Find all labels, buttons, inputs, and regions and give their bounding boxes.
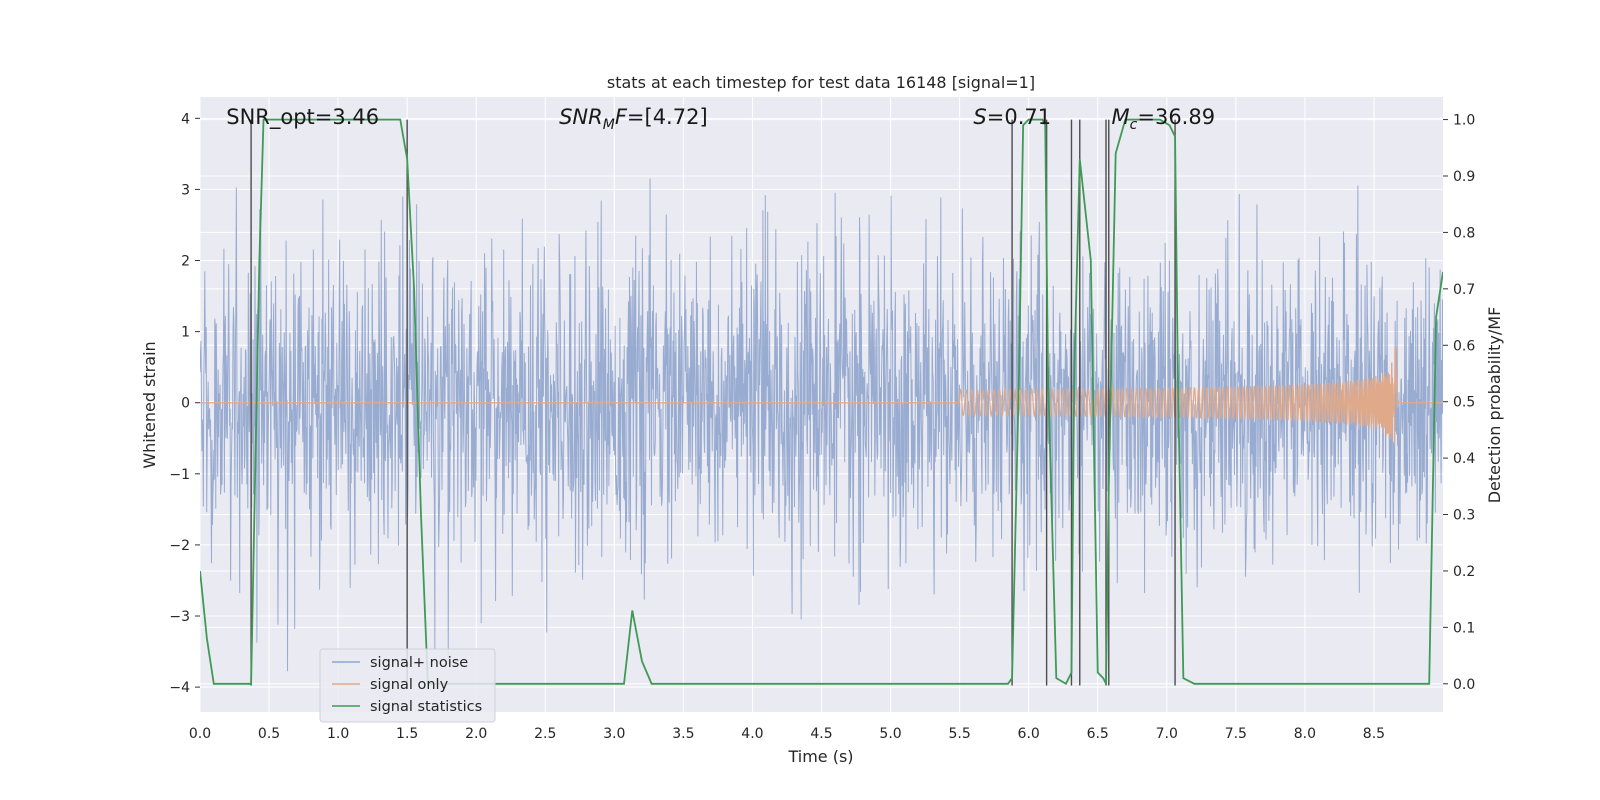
y-left-tick-label: −3 [169,609,190,625]
x-tick-label: 1.5 [396,726,418,742]
y-right-tick-label: 0.7 [1453,282,1475,298]
x-tick-label: 3.0 [603,726,625,742]
y-left-tick-label: −2 [169,538,190,554]
x-tick-label: 7.5 [1225,726,1247,742]
x-tick-label: 8.0 [1294,726,1316,742]
annotation-text: SNRMF=[4.72] [559,105,708,133]
x-tick-label: 1.0 [327,726,349,742]
y-axis-left-ticks: −4 −3 −2 −1 0 1 2 3 4 [169,111,200,696]
y-right-tick-label: 0.4 [1453,451,1475,467]
signal-statistics-line [200,118,1443,686]
x-axis-label: Time (s) [787,747,853,766]
x-tick-label: 5.0 [879,726,901,742]
legend-label-signal-statistics: signal statistics [370,699,482,715]
x-tick-label: 2.5 [534,726,556,742]
legend: signal+ noise signal only signal statist… [319,648,496,723]
y-right-tick-label: 0.8 [1453,225,1475,241]
x-tick-label: 6.0 [1018,726,1040,742]
series-signal-statistics [200,118,1443,686]
y-left-tick-label: −1 [169,467,190,483]
y-right-tick-label: 0.9 [1453,169,1475,185]
grid-lines [199,97,1443,712]
x-axis-ticks: 0.0 0.5 1.0 1.5 2.0 2.5 3.0 3.5 4.0 4.5 5.0 5.5 6.0 6… [189,726,1385,742]
annotation-text: Mc=36.89 [1112,105,1216,133]
x-tick-label: 7.0 [1156,726,1178,742]
y-right-tick-label: 0.6 [1453,338,1475,354]
y-left-tick-label: 2 [181,254,190,270]
y-right-tick-label: 0.0 [1453,677,1475,693]
chart-title: stats at each timestep for test data 161… [607,73,1035,92]
y-right-tick-label: 0.1 [1453,620,1475,636]
y-left-tick-label: 4 [181,111,190,127]
y-left-tick-label: 0 [181,396,190,412]
x-tick-label: 4.5 [810,726,832,742]
y-left-tick-label: 1 [181,325,190,341]
y-left-tick-label: −4 [169,680,190,696]
x-tick-label: 4.0 [741,726,763,742]
x-tick-label: 0.5 [258,726,280,742]
x-tick-label: 3.5 [672,726,694,742]
legend-box [319,648,496,723]
x-tick-label: 6.5 [1087,726,1109,742]
y-axis-right-label: Detection probability/MF [1485,307,1504,504]
legend-label-signal-noise: signal+ noise [370,655,468,671]
y-right-tick-label: 0.5 [1453,395,1475,411]
y-right-tick-label: 1.0 [1453,113,1475,129]
y-right-tick-label: 0.3 [1453,508,1475,524]
x-tick-label: 2.0 [465,726,487,742]
legend-label-signal-only: signal only [370,677,449,693]
y-left-tick-label: 3 [181,182,190,198]
annotation-text: SNR_opt=3.46 [226,105,379,130]
x-tick-label: 0.0 [189,726,211,742]
x-tick-label: 5.5 [948,726,970,742]
y-axis-left-label: Whitened strain [140,341,159,468]
y-axis-right-ticks: 0.0 0.1 0.2 0.3 0.4 0.5 0.6 0.7 0.8 0.9 1.0 [1443,113,1475,693]
x-tick-label: 8.5 [1363,726,1385,742]
y-right-tick-label: 0.2 [1453,564,1475,580]
annotation-text: S=0.71 [973,105,1051,129]
annotations: SNR_opt=3.46 SNRMF=[4.72] S=0.71 Mc=36.89 [226,105,1215,133]
